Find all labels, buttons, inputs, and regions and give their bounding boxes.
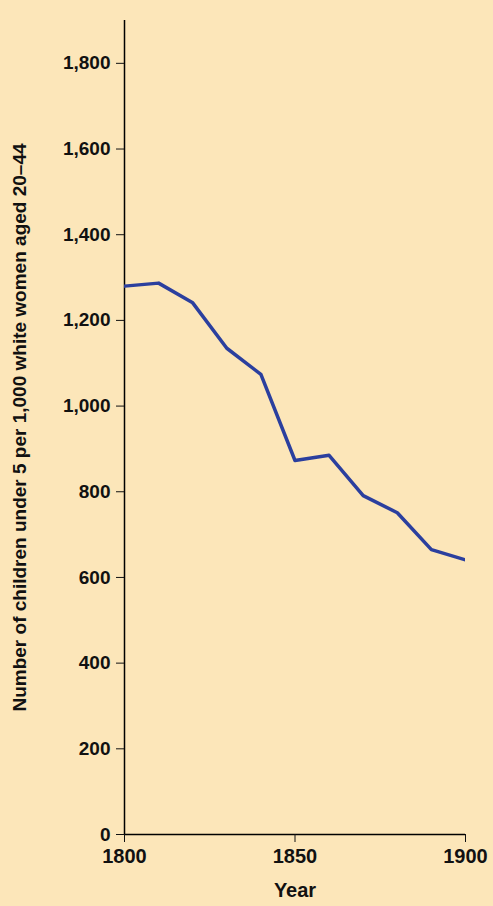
svg-text:1,800: 1,800 <box>63 52 111 73</box>
svg-text:1850: 1850 <box>273 845 318 867</box>
svg-text:1,200: 1,200 <box>63 309 111 330</box>
svg-text:Year: Year <box>274 879 316 901</box>
svg-text:400: 400 <box>79 652 111 673</box>
svg-text:1,600: 1,600 <box>63 138 111 159</box>
svg-text:200: 200 <box>79 738 111 759</box>
svg-text:1,400: 1,400 <box>63 224 111 245</box>
svg-text:Number of children under 5 per: Number of children under 5 per 1,000 whi… <box>9 143 30 711</box>
svg-text:800: 800 <box>79 481 111 502</box>
svg-text:600: 600 <box>79 567 111 588</box>
svg-text:1900: 1900 <box>443 845 488 867</box>
svg-text:1800: 1800 <box>102 845 147 867</box>
svg-text:1,000: 1,000 <box>63 395 111 416</box>
svg-text:0: 0 <box>100 824 111 845</box>
